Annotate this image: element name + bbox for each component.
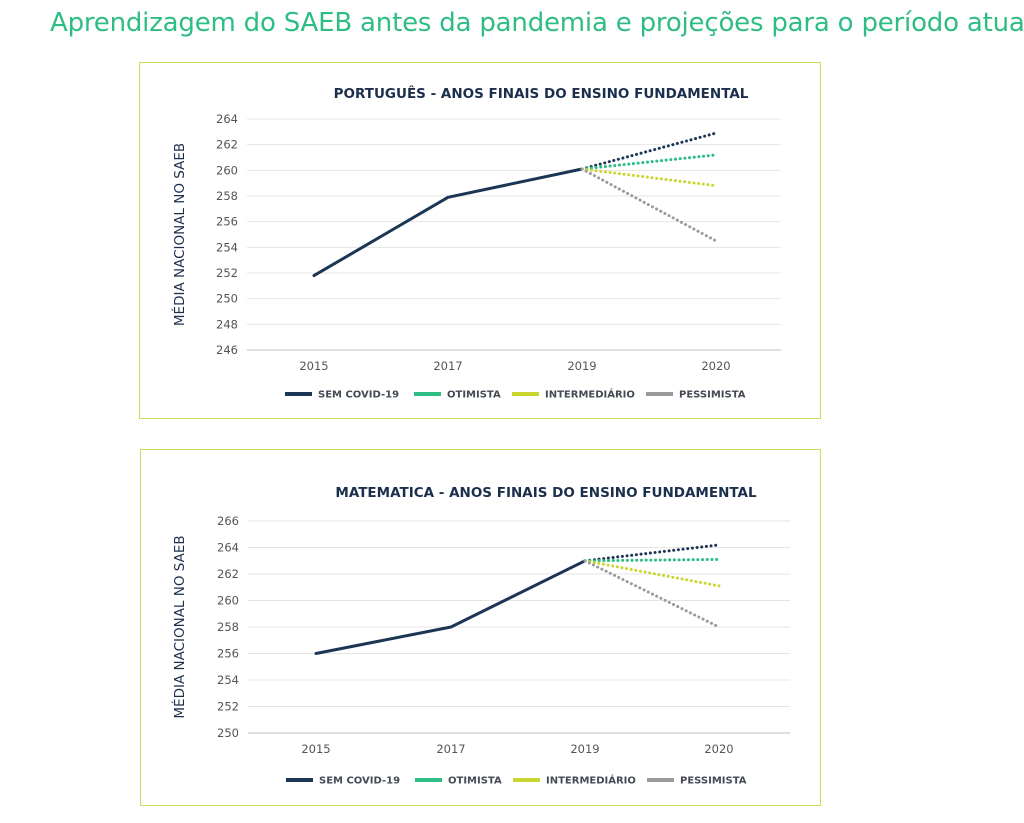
y-tick-label: 258 <box>217 620 239 634</box>
chart-title: PORTUGUÊS - ANOS FINAIS DO ENSINO FUNDAM… <box>334 85 749 102</box>
x-tick-label: 2017 <box>436 742 465 756</box>
series-line-pessimista-projection <box>580 167 718 243</box>
y-tick-label: 262 <box>217 567 239 581</box>
y-tick-label: 246 <box>216 343 238 357</box>
series-line-sem-covid-19-projection <box>580 131 718 171</box>
series-line-otimista-projection <box>580 153 718 171</box>
x-tick-label: 2019 <box>567 359 596 373</box>
y-tick-label: 252 <box>216 266 238 280</box>
y-tick-label: 264 <box>217 541 239 555</box>
y-tick-label: 250 <box>216 292 238 306</box>
y-tick-label: 254 <box>216 240 238 254</box>
y-tick-label: 262 <box>216 138 238 152</box>
series-line-intermediario-projection <box>580 167 718 188</box>
legend-label-otimista: OTIMISTA <box>447 390 501 401</box>
series-line-sem-covid-19 <box>314 559 587 655</box>
series-line-otimista-projection <box>583 557 721 563</box>
x-tick-label: 2017 <box>433 359 462 373</box>
series-line-sem-covid-19-projection <box>583 543 721 563</box>
y-tick-label: 266 <box>217 514 239 528</box>
series-line-sem-covid-19 <box>312 167 584 278</box>
y-tick-label: 256 <box>216 215 238 229</box>
y-tick-label: 256 <box>217 647 239 661</box>
x-tick-label: 2015 <box>301 742 330 756</box>
y-tick-label: 254 <box>217 673 239 687</box>
chart-matematica: MATEMATICA - ANOS FINAIS DO ENSINO FUNDA… <box>140 449 821 806</box>
legend-label-pessimista: PESSIMISTA <box>680 776 747 787</box>
y-tick-label: 264 <box>216 112 238 126</box>
x-tick-label: 2015 <box>299 359 328 373</box>
legend-label-pessimista: PESSIMISTA <box>679 390 746 401</box>
legend-label-intermediario: INTERMEDIÁRIO <box>546 774 636 787</box>
chart-title: MATEMATICA - ANOS FINAIS DO ENSINO FUNDA… <box>335 485 757 501</box>
y-tick-label: 260 <box>216 163 238 177</box>
y-axis-label: MÉDIA NACIONAL NO SAEB <box>171 143 188 326</box>
y-tick-label: 258 <box>216 189 238 203</box>
series-line-pessimista-projection <box>583 559 721 629</box>
chart-portugues: PORTUGUÊS - ANOS FINAIS DO ENSINO FUNDAM… <box>139 62 821 419</box>
y-tick-label: 248 <box>216 317 238 331</box>
legend-label-otimista: OTIMISTA <box>448 776 502 787</box>
x-tick-label: 2020 <box>704 742 733 756</box>
x-tick-label: 2019 <box>570 742 599 756</box>
legend-label-sem-covid-19: SEM COVID-19 <box>318 390 399 401</box>
y-tick-label: 250 <box>217 726 239 740</box>
chart-portugues-svg: PORTUGUÊS - ANOS FINAIS DO ENSINO FUNDAM… <box>171 85 781 401</box>
series-line-intermediario-projection <box>583 559 721 588</box>
y-tick-label: 252 <box>217 700 239 714</box>
chart-matematica-svg: MATEMATICA - ANOS FINAIS DO ENSINO FUNDA… <box>171 485 790 787</box>
page-title: Aprendizagem do SAEB antes da pandemia e… <box>50 8 1024 38</box>
y-axis-label: MÉDIA NACIONAL NO SAEB <box>171 535 188 718</box>
y-tick-label: 260 <box>217 594 239 608</box>
legend-label-sem-covid-19: SEM COVID-19 <box>319 776 400 787</box>
legend-label-intermediario: INTERMEDIÁRIO <box>545 388 635 401</box>
x-tick-label: 2020 <box>701 359 730 373</box>
